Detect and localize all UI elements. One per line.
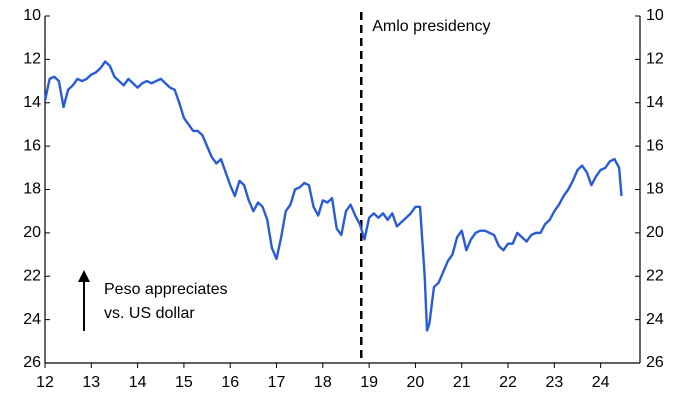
y2-tick-label: 12 <box>646 51 664 68</box>
y-tick-label: 10 <box>23 7 41 24</box>
x-tick-label: 13 <box>82 374 100 391</box>
y2-tick-label: 16 <box>646 137 664 154</box>
y-tick-label: 14 <box>23 94 41 111</box>
x-tick-label: 21 <box>453 374 471 391</box>
x-tick-label: 16 <box>221 374 239 391</box>
x-tick-label: 19 <box>360 374 378 391</box>
y-tick-label: 12 <box>23 51 41 68</box>
y-tick-label: 18 <box>23 181 41 198</box>
x-tick-label: 18 <box>314 374 332 391</box>
y2-tick-label: 26 <box>646 354 664 371</box>
x-tick-label: 24 <box>592 374 610 391</box>
x-tick-label: 15 <box>175 374 193 391</box>
y-tick-label: 24 <box>23 311 41 328</box>
x-tick-label: 14 <box>129 374 147 391</box>
y2-tick-label: 22 <box>646 267 664 284</box>
y2-tick-label: 14 <box>646 94 664 111</box>
y2-tick-label: 10 <box>646 7 664 24</box>
y2-tick-label: 24 <box>646 311 664 328</box>
arrow-head <box>78 270 90 282</box>
note-label: vs. US dollar <box>104 305 195 322</box>
x-tick-label: 22 <box>499 374 517 391</box>
event-label: Amlo presidency <box>372 18 490 35</box>
y-tick-label: 20 <box>23 224 41 241</box>
x-tick-label: 20 <box>407 374 425 391</box>
y-tick-label: 22 <box>23 267 41 284</box>
x-tick-label: 23 <box>545 374 563 391</box>
y2-tick-label: 18 <box>646 181 664 198</box>
y2-tick-label: 20 <box>646 224 664 241</box>
y-tick-label: 26 <box>23 354 41 371</box>
x-tick-label: 17 <box>268 374 286 391</box>
note-label: Peso appreciates <box>104 281 228 298</box>
x-tick-label: 12 <box>36 374 54 391</box>
y-tick-label: 16 <box>23 137 41 154</box>
series-line <box>43 60 623 332</box>
